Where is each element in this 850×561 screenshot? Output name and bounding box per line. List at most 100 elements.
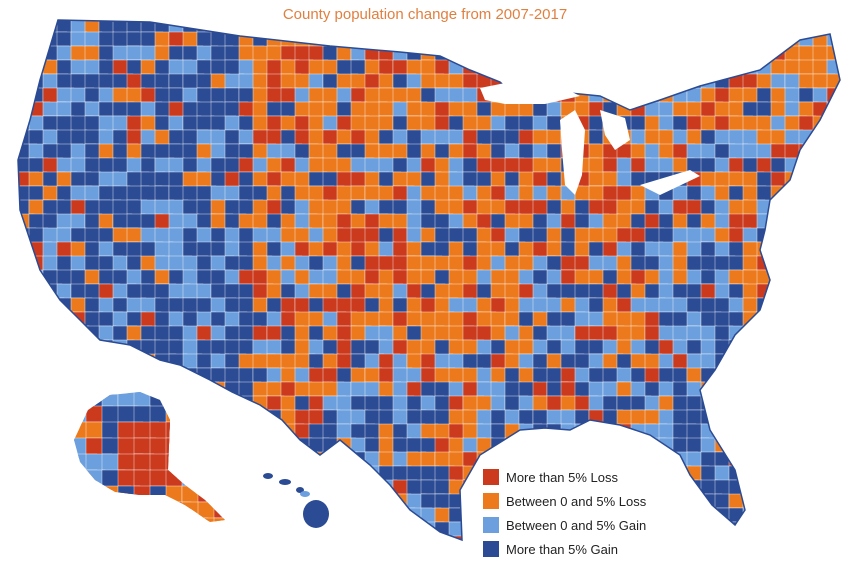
county: [213, 517, 225, 522]
county: [826, 157, 840, 177]
county: [546, 31, 570, 52]
county: [826, 227, 840, 244]
county: [252, 493, 281, 511]
county: [714, 31, 741, 51]
county: [770, 451, 794, 475]
county: [154, 367, 175, 384]
county: [406, 31, 426, 50]
county: [826, 283, 840, 306]
county: [658, 493, 685, 514]
county: [56, 381, 76, 401]
county: [364, 521, 387, 537]
county: [18, 31, 36, 48]
county: [770, 241, 791, 259]
county: [74, 501, 101, 522]
county: [197, 421, 225, 446]
county: [210, 409, 239, 428]
county: [56, 339, 84, 356]
county: [826, 241, 840, 261]
county: [182, 423, 208, 446]
county: [392, 535, 410, 540]
county: [98, 521, 117, 540]
county: [42, 451, 70, 474]
county: [266, 437, 287, 458]
county: [532, 31, 549, 54]
county: [826, 507, 840, 527]
county: [826, 199, 840, 222]
county: [798, 535, 827, 540]
county: [294, 535, 312, 540]
county: [616, 437, 640, 454]
county: [588, 59, 616, 76]
county: [336, 479, 358, 501]
county: [182, 535, 209, 540]
county: [196, 409, 212, 432]
county: [112, 507, 128, 523]
county: [462, 31, 484, 51]
county: [658, 31, 679, 47]
county: [434, 20, 458, 34]
county: [28, 507, 53, 527]
county: [112, 493, 128, 514]
county: [672, 535, 701, 540]
county: [238, 367, 254, 385]
county: [56, 465, 77, 481]
county: [322, 465, 343, 486]
county: [841, 312, 850, 333]
county: [812, 535, 830, 540]
county: [756, 297, 773, 318]
county: [56, 395, 80, 415]
county: [420, 409, 438, 426]
county: [770, 437, 795, 453]
county: [280, 437, 296, 458]
county: [644, 493, 664, 515]
county: [28, 437, 53, 460]
lake-superior: [480, 80, 580, 104]
county: [42, 255, 59, 272]
county: [841, 116, 850, 131]
county: [210, 479, 226, 498]
county: [224, 87, 240, 105]
county: [197, 469, 215, 494]
county: [686, 45, 709, 62]
county: [280, 465, 298, 482]
county: [168, 423, 195, 441]
county: [112, 367, 133, 391]
county: [490, 395, 506, 412]
county: [364, 269, 382, 285]
county: [224, 409, 242, 429]
county: [826, 451, 840, 469]
county: [756, 115, 772, 132]
county: [84, 269, 101, 285]
county: [476, 20, 504, 39]
county: [462, 45, 489, 67]
county: [336, 241, 353, 259]
county: [101, 517, 128, 522]
county: [841, 326, 850, 343]
county: [126, 507, 143, 530]
county: [756, 535, 774, 540]
county: [364, 451, 381, 468]
county: [784, 507, 808, 527]
county: [560, 297, 578, 315]
county: [280, 101, 297, 118]
county: [42, 535, 60, 540]
legend-item-loss-0-5: Between 0 and 5% Loss: [483, 489, 646, 513]
county: [686, 59, 709, 81]
county: [98, 381, 121, 397]
county: [770, 423, 787, 444]
county: [378, 73, 394, 90]
county: [70, 521, 99, 539]
county: [784, 241, 810, 263]
county: [728, 367, 753, 383]
county: [280, 31, 297, 48]
county: [841, 256, 850, 270]
county: [294, 20, 314, 37]
county: [841, 32, 850, 52]
county: [630, 87, 654, 105]
county: [826, 325, 840, 347]
county: [350, 507, 367, 523]
county: [602, 45, 625, 67]
map-title: County population change from 2007-2017: [282, 6, 568, 23]
county: [532, 45, 559, 61]
